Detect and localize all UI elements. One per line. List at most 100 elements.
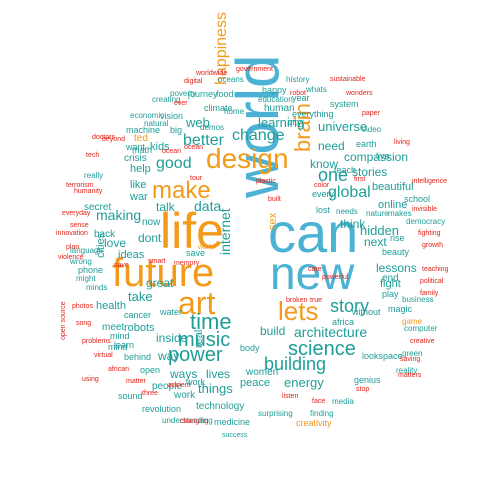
word-worldwide: worldwide	[196, 70, 228, 77]
word-humanity: humanity	[74, 188, 103, 195]
word-media: media	[332, 397, 354, 406]
word-ocean: ocean	[162, 148, 182, 155]
word-minds: minds	[86, 283, 108, 292]
word-song: song	[76, 320, 92, 327]
word-changing: changing	[180, 418, 209, 425]
word-might: might	[76, 274, 96, 283]
word-lives: lives	[206, 367, 231, 381]
word-better: better	[183, 132, 224, 149]
word-year: year	[292, 93, 310, 103]
word-work: work	[174, 390, 196, 401]
word-beautiful: beautiful	[372, 181, 414, 193]
word-everyday: everyday	[62, 210, 91, 217]
word-make: make	[152, 177, 211, 204]
word-future: future	[112, 251, 215, 295]
word-doctors: doctors	[92, 134, 115, 141]
word-game: game	[402, 317, 423, 326]
word-economic: economic	[130, 111, 165, 120]
word-war: war	[130, 191, 148, 203]
word-help: help	[130, 163, 151, 175]
word-great: great	[146, 276, 174, 290]
word-system: system	[330, 99, 359, 109]
word-peace: peace	[240, 377, 270, 389]
word-like: like	[130, 179, 147, 191]
word-secret: secret	[84, 202, 112, 213]
word-art: art	[178, 285, 216, 321]
word-plan: plan	[66, 244, 80, 251]
word-next: next	[364, 235, 387, 249]
word-can: can	[268, 201, 359, 264]
word-save: save	[114, 262, 129, 269]
word-want: want	[126, 142, 146, 152]
word-ideas: ideas	[118, 249, 145, 261]
word-love: love	[104, 236, 127, 250]
word-robots: robots	[124, 322, 155, 334]
word-family: family	[420, 290, 439, 297]
word-lets: lets	[278, 296, 319, 326]
word-music: music	[178, 329, 231, 351]
word-first: first	[354, 176, 366, 183]
word-care: care	[308, 266, 322, 273]
word-science: science	[288, 338, 356, 360]
word-fight: fight	[380, 278, 401, 290]
word-learn: learn	[114, 340, 135, 350]
word-natural: natural	[144, 119, 169, 128]
word-virtual: virtual	[94, 352, 113, 359]
word-know: know	[310, 157, 339, 171]
word-innovation: innovation	[56, 230, 88, 237]
word-powerful: powerful	[322, 274, 349, 281]
word-architecture: architecture	[294, 324, 368, 340]
word-now: now	[142, 217, 161, 228]
word-energy: energy	[284, 375, 324, 390]
word-open-source: open source	[60, 301, 67, 340]
word-math: math	[132, 145, 153, 155]
word-nature: nature	[366, 209, 389, 218]
word-body: body	[240, 343, 260, 353]
word-women: women	[246, 367, 279, 378]
word-poverty: poverty	[170, 89, 197, 98]
word-behind: behind	[124, 352, 152, 362]
word-take: take	[128, 289, 153, 304]
word-big: big	[170, 125, 183, 135]
word-sense: sense	[70, 222, 89, 229]
word-sustainable: sustainable	[330, 76, 366, 83]
word-sex: sex	[267, 212, 279, 230]
word-whats: whats	[306, 85, 327, 94]
word-hidden: hidden	[360, 223, 400, 238]
word-photos: photos	[72, 303, 94, 310]
word-one: one	[318, 165, 349, 185]
word-finding: finding	[310, 409, 334, 418]
word-magic: magic	[388, 304, 413, 314]
word-machine: machine	[126, 125, 161, 135]
word-sound: sound	[118, 391, 143, 401]
word-story: story	[330, 296, 370, 316]
word-water: water	[160, 307, 183, 317]
word-lost: lost	[316, 205, 331, 215]
word-plastic: plastic	[256, 178, 276, 185]
word-stories: stories	[352, 165, 388, 179]
word-cancer: cancer	[124, 310, 152, 320]
word-wrong: wrong	[70, 257, 92, 266]
word-demos: demos	[200, 123, 225, 132]
word-living: living	[394, 139, 410, 146]
word-broken: broken	[286, 297, 308, 304]
word-climate: climate	[204, 103, 233, 113]
word-growth: growth	[422, 242, 444, 249]
word-online: online	[378, 199, 408, 211]
word-really: really	[84, 171, 104, 180]
word-reality: reality	[396, 366, 418, 375]
word-needs: needs	[336, 207, 358, 216]
word-understanding: understanding	[162, 416, 213, 425]
word-global: global	[328, 184, 371, 201]
word-creating: creating	[152, 95, 181, 104]
word-food: food	[216, 89, 234, 99]
word-internet: internet	[217, 208, 233, 255]
word-dont: dont	[138, 231, 162, 245]
word-think: think	[340, 217, 366, 231]
word-meet: meet	[102, 322, 125, 333]
word-built: built	[268, 196, 281, 203]
word-memory: memory	[174, 260, 200, 267]
word-open: open	[140, 365, 161, 375]
word-need: need	[318, 139, 345, 153]
word-creativity: creativity	[296, 418, 332, 428]
